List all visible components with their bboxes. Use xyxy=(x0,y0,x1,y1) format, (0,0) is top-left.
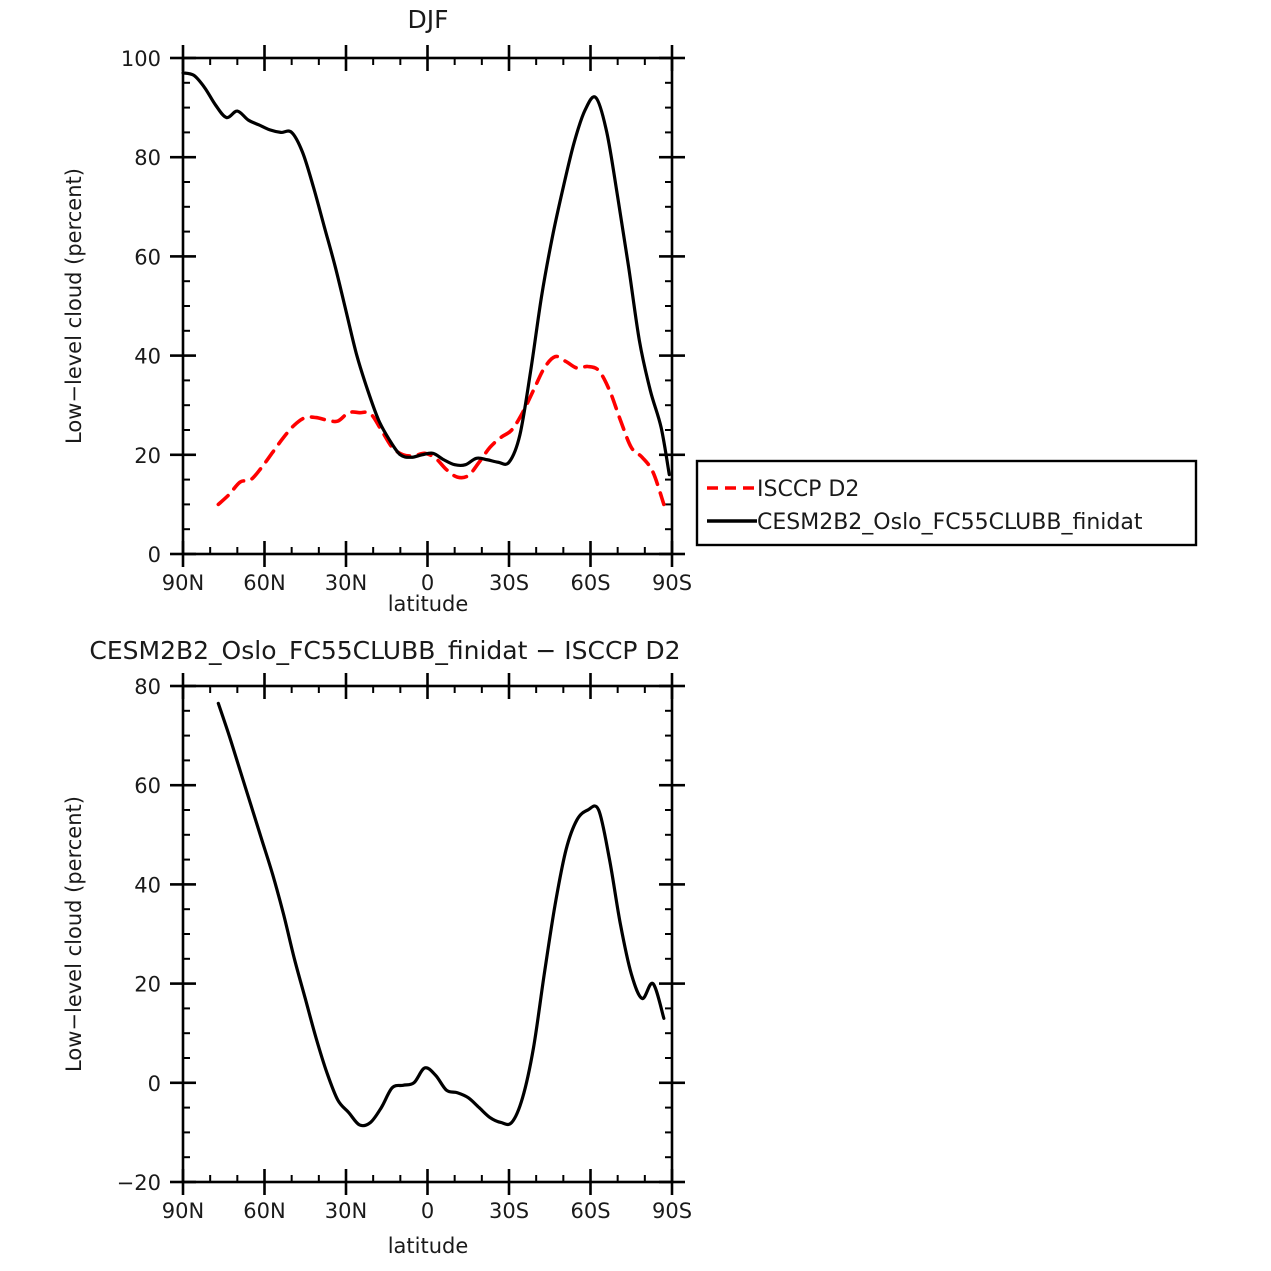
panel-top-series-group xyxy=(181,71,671,507)
x-tick-label: 30S xyxy=(489,571,529,595)
panel-bottom: CESM2B2_Oslo_FC55CLUBB_finidat − ISCCP D… xyxy=(62,636,692,1258)
series-isccp-d2 xyxy=(216,354,666,507)
legend-label-isccp: ISCCP D2 xyxy=(757,477,859,502)
x-tick-label: 0 xyxy=(421,571,434,595)
y-tick-label: 80 xyxy=(134,146,161,170)
y-tick-label: −20 xyxy=(117,1171,161,1195)
x-tick-label: 90S xyxy=(652,571,692,595)
x-tick-label: 30S xyxy=(489,1199,529,1223)
legend-frame xyxy=(695,459,1198,547)
panel-top-title: DJF xyxy=(407,5,448,34)
panel-top-frame xyxy=(181,56,674,556)
panel-top-x-tick-labels: 90N 60N 30N 0 30S 60S 90S xyxy=(162,571,692,595)
legend-label-model: CESM2B2_Oslo_FC55CLUBB_finidat xyxy=(757,510,1143,535)
x-tick-label: 90S xyxy=(652,1199,692,1223)
y-tick-label: 100 xyxy=(121,47,161,71)
y-tick-label: 40 xyxy=(134,873,161,897)
x-tick-label: 90N xyxy=(162,571,204,595)
series-cesm2b2-oslo-fc55clubb-finidat-isccp-d2 xyxy=(216,701,666,1128)
panel-top: DJF 0 20 40 60 80 100 90N 60N 30N 0 30S 60S 90S lat… xyxy=(62,5,692,616)
panel-top-y-tick-labels: 0 20 40 60 80 100 xyxy=(121,47,161,567)
panel-top-yaxis-title: Low−level cloud (percent) xyxy=(62,168,86,444)
y-tick-label: 20 xyxy=(134,444,161,468)
x-tick-label: 60S xyxy=(570,1199,610,1223)
series-cesm2b2-oslo-fc55clubb-finidat xyxy=(181,71,671,477)
panel-bottom-x-tick-labels: 90N 60N 30N 0 30S 60S 90S xyxy=(162,1199,692,1223)
x-tick-label: 0 xyxy=(421,1199,434,1223)
x-tick-label: 60N xyxy=(243,571,285,595)
y-tick-label: 60 xyxy=(134,774,161,798)
x-tick-label: 30N xyxy=(325,571,367,595)
x-tick-label: 30N xyxy=(325,1199,367,1223)
y-tick-label: 0 xyxy=(148,543,161,567)
panel-bottom-ticks xyxy=(170,673,685,1195)
x-tick-label: 60S xyxy=(570,571,610,595)
y-tick-label: 80 xyxy=(134,675,161,699)
panel-bottom-yaxis-title: Low−level cloud (percent) xyxy=(62,796,86,1072)
panel-bottom-series-group xyxy=(216,701,666,1128)
panel-top-ticks xyxy=(170,45,685,567)
x-tick-label: 60N xyxy=(243,1199,285,1223)
panel-bottom-xaxis-title: latitude xyxy=(388,1234,469,1258)
y-tick-label: 40 xyxy=(134,345,161,369)
panel-bottom-y-tick-labels: −20 0 20 40 60 80 xyxy=(117,675,161,1195)
y-tick-label: 60 xyxy=(134,245,161,269)
panel-bottom-frame xyxy=(181,684,674,1184)
y-tick-label: 20 xyxy=(134,973,161,997)
legend: ISCCP D2 CESM2B2_Oslo_FC55CLUBB_finidat xyxy=(695,459,1198,547)
x-tick-label: 90N xyxy=(162,1199,204,1223)
y-tick-label: 0 xyxy=(148,1072,161,1096)
panel-bottom-title: CESM2B2_Oslo_FC55CLUBB_finidat − ISCCP D… xyxy=(89,636,680,665)
panel-top-xaxis-title: latitude xyxy=(388,592,469,616)
